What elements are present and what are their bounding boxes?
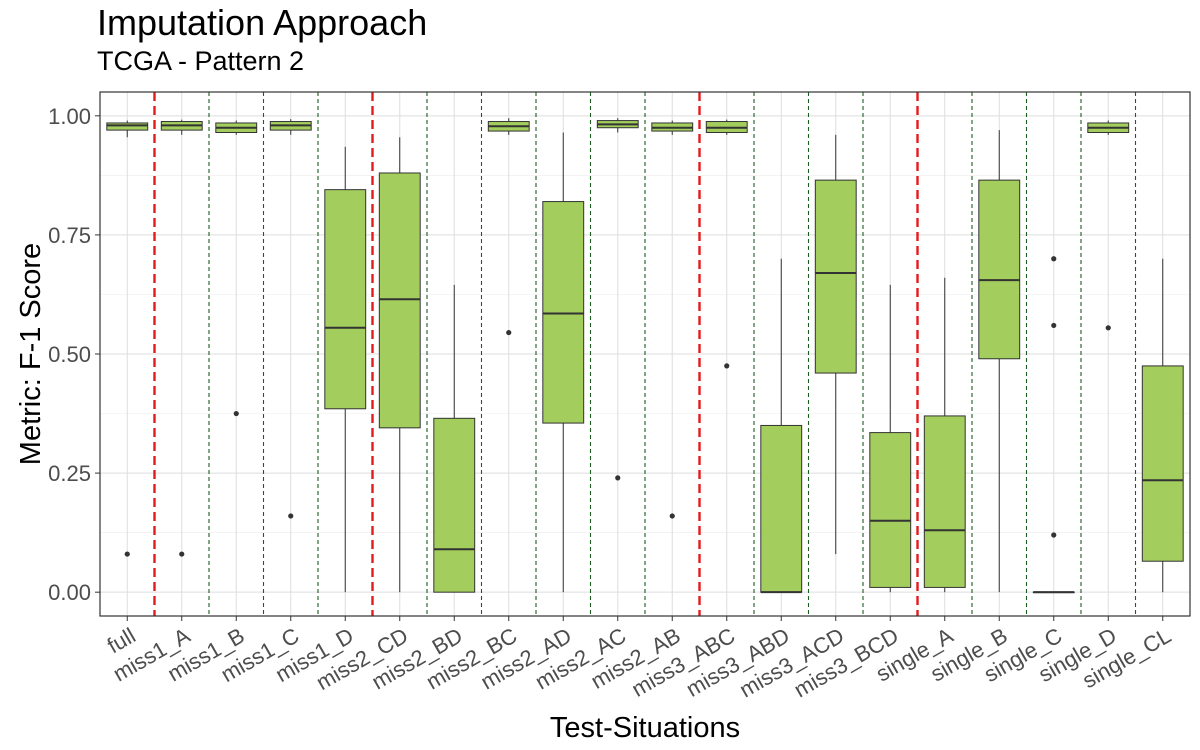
boxplot-miss2_CD: [378, 137, 421, 593]
boxplots: [106, 118, 1184, 594]
outlier-point: [1051, 532, 1057, 538]
outlier-point: [1051, 322, 1057, 329]
y-tick-label: 0.50: [48, 342, 91, 367]
y-axis-title: Metric: F-1 Score: [15, 243, 47, 465]
box-iqr: [542, 201, 585, 424]
boxplot-miss3_ACD: [814, 134, 857, 555]
outlier-point: [124, 551, 130, 557]
outlier-point: [1051, 256, 1057, 262]
box-iqr: [923, 415, 966, 588]
chart-subtitle: TCGA - Pattern 2: [97, 46, 305, 76]
boxplot-single_C: [1032, 256, 1075, 594]
boxplot-miss3_BCD: [869, 284, 912, 593]
outlier-point: [724, 363, 730, 369]
boxplot-single_B: [978, 130, 1021, 593]
boxplot-miss2_BD: [433, 284, 476, 593]
boxplot-miss2_AC: [596, 118, 639, 481]
box-iqr: [978, 179, 1021, 360]
y-tick-label: 0.00: [48, 580, 91, 605]
outlier-point: [615, 475, 621, 481]
boxplot-miss1_D: [324, 146, 367, 593]
boxplot-miss1_A: [160, 119, 203, 557]
outlier-point: [233, 410, 239, 417]
y-tick-label: 1.00: [48, 104, 91, 129]
box-iqr: [324, 189, 367, 410]
outlier-point: [669, 513, 675, 519]
y-axis-ticks: 0.00 0.25 0.50 0.75 1.00: [48, 104, 100, 605]
boxplot-miss2_BC: [487, 118, 530, 336]
box-iqr: [814, 179, 857, 374]
outlier-point: [288, 513, 294, 519]
boxplot-single_A: [923, 277, 966, 593]
outlier-point: [1105, 325, 1111, 331]
outlier-point: [506, 329, 512, 336]
y-tick-label: 0.75: [48, 223, 91, 248]
box-iqr: [760, 424, 803, 593]
boxplot-miss2_AD: [542, 132, 585, 593]
boxplot-single_D: [1087, 120, 1130, 331]
boxplot-full: [106, 120, 149, 557]
boxplot-miss3_ABD: [760, 258, 803, 594]
boxplot-single_CL: [1141, 258, 1184, 593]
box-iqr: [106, 122, 149, 131]
box-iqr: [869, 432, 912, 588]
boxplot-miss3_ABC: [705, 119, 748, 369]
x-axis-ticks: fullmiss1_Amiss1_Bmiss1_Cmiss1_Dmiss2_CD…: [103, 616, 1175, 702]
chart-title: Imputation Approach: [97, 2, 428, 43]
box-iqr: [378, 172, 421, 429]
boxplot-miss1_C: [269, 119, 312, 519]
boxplot-miss1_B: [215, 120, 258, 417]
box-iqr: [433, 417, 476, 593]
outlier-point: [179, 551, 185, 557]
boxplot-miss2_AB: [651, 120, 694, 519]
box-iqr: [1141, 365, 1184, 562]
x-axis-title: Test-Situations: [550, 712, 740, 744]
y-tick-label: 0.25: [48, 461, 91, 486]
separator-lines: [153, 92, 1137, 616]
